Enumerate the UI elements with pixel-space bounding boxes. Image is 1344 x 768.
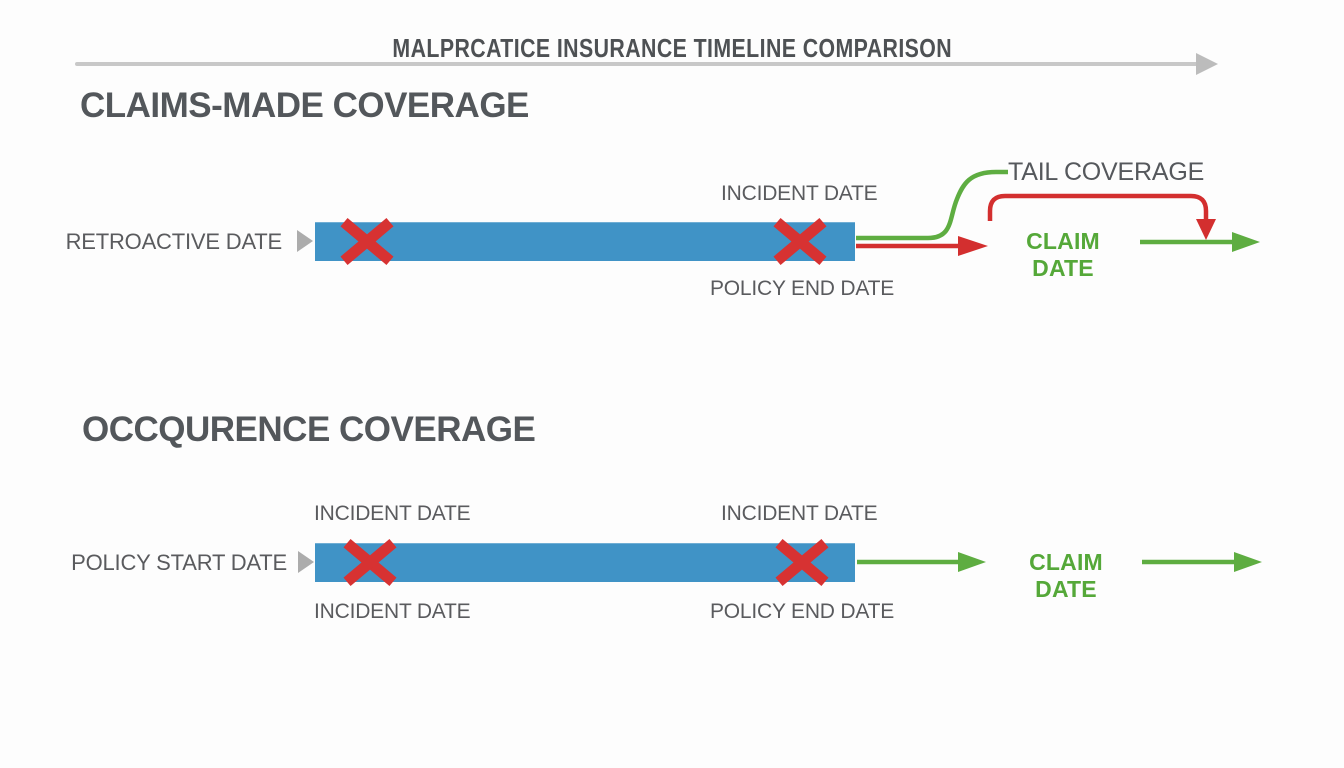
tail-coverage-label: TAIL COVERAGE [1008, 158, 1205, 186]
timeline-start-triangle-icon [298, 551, 314, 573]
x-mark-icon [347, 541, 393, 583]
green-arrowhead-icon [958, 552, 986, 572]
green-arrowhead-icon [1234, 552, 1262, 572]
incident-date-label: INCIDENT DATE [721, 502, 878, 525]
tail-coverage-curve [856, 169, 1008, 241]
red-arrowhead-icon [958, 236, 988, 256]
right-arrowhead-icon [1196, 53, 1218, 75]
claim-date-label: CLAIM DATE [1026, 228, 1100, 281]
occurrence-heading: OCCQURENCE COVERAGE [82, 410, 536, 449]
retroactive-date-label: RETROACTIVE DATE [65, 229, 283, 254]
green-arrowhead-icon [1232, 232, 1260, 252]
claims-made-policy-bar [315, 222, 855, 261]
policy-end-date-label: POLICY END DATE [709, 600, 895, 623]
x-mark-icon [344, 220, 390, 262]
occurrence-policy-bar [315, 543, 855, 582]
title-underline-rule [75, 62, 1198, 66]
page-title-text: MALPRCATICE INSURANCE TIMELINE COMPARISO… [392, 33, 952, 63]
claim-date-label: CLAIM DATE [1029, 549, 1103, 602]
tail-extension-arc [987, 193, 1209, 221]
x-mark-icon [779, 541, 825, 583]
policy-start-date-label: POLICY START DATE [71, 550, 287, 575]
timeline-start-triangle-icon [297, 230, 313, 252]
page-title: MALPRCATICE INSURANCE TIMELINE COMPARISO… [0, 33, 1344, 64]
incident-date-label: INCIDENT DATE [314, 502, 471, 525]
incident-date-label: INCIDENT DATE [314, 600, 471, 623]
claims-made-heading: CLAIMS-MADE COVERAGE [80, 86, 529, 125]
policy-end-date-label: POLICY END DATE [709, 277, 895, 300]
x-mark-icon [777, 220, 823, 262]
red-down-arrowhead-icon [1196, 219, 1216, 240]
incident-date-label: INCIDENT DATE [721, 182, 878, 205]
